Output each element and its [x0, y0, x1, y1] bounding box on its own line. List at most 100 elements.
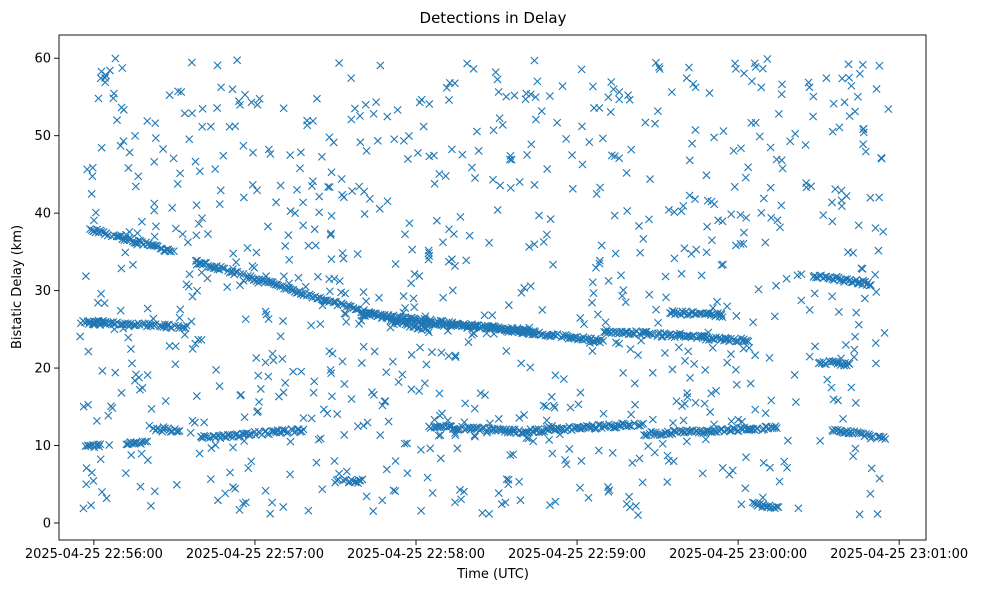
- detection-point: [495, 114, 504, 123]
- detection-point: [866, 193, 875, 202]
- detection-point: [188, 344, 197, 353]
- detection-point: [421, 312, 430, 321]
- detection-point: [670, 208, 679, 217]
- detection-point: [611, 249, 620, 258]
- detection-point: [627, 145, 636, 154]
- detection-point: [419, 122, 428, 131]
- detection-point: [845, 112, 854, 121]
- detection-point: [661, 272, 670, 281]
- detection-point: [576, 388, 585, 397]
- detection-point: [496, 181, 505, 190]
- detection-point: [753, 424, 762, 433]
- detection-point: [711, 333, 720, 342]
- detection-point: [701, 435, 710, 444]
- detection-point: [407, 350, 416, 359]
- detection-point: [347, 394, 356, 403]
- detection-point: [576, 313, 585, 322]
- detection-point: [498, 120, 507, 129]
- detection-point: [717, 261, 726, 270]
- detection-point: [82, 464, 91, 473]
- detection-point: [577, 65, 586, 74]
- detection-point: [136, 482, 145, 491]
- detection-point: [247, 98, 256, 107]
- detection-point: [730, 182, 739, 191]
- detection-point: [309, 117, 317, 126]
- detection-point: [422, 360, 431, 369]
- detection-point: [527, 328, 536, 337]
- detection-point: [595, 256, 604, 265]
- detection-point: [489, 175, 497, 184]
- detection-point: [646, 175, 655, 184]
- detection-point: [239, 499, 248, 508]
- detection-point: [308, 177, 317, 186]
- y-tick-label: 10: [34, 439, 51, 454]
- detection-point: [638, 478, 647, 487]
- detection-point: [159, 145, 168, 154]
- detection-point: [426, 444, 435, 453]
- detection-point: [373, 312, 382, 321]
- detection-point: [641, 118, 650, 127]
- detection-point: [471, 432, 480, 441]
- detection-point: [165, 91, 174, 100]
- detection-point: [443, 416, 452, 425]
- detection-point: [881, 435, 890, 444]
- detection-point: [135, 373, 143, 382]
- detection-point: [430, 415, 439, 424]
- detection-point: [819, 211, 828, 220]
- detection-point: [341, 309, 350, 318]
- detection-point: [177, 88, 186, 97]
- detection-point: [645, 290, 654, 299]
- detection-point: [117, 264, 126, 273]
- detection-point: [415, 387, 424, 396]
- detection-point: [186, 428, 195, 437]
- x-tick-label: 2025-04-25 22:57:00: [186, 547, 324, 562]
- detection-point: [634, 511, 643, 520]
- detection-point: [243, 243, 252, 252]
- detection-point: [119, 137, 128, 146]
- detection-point: [545, 501, 554, 510]
- detection-point: [455, 485, 464, 494]
- detection-point: [716, 309, 725, 318]
- detection-point: [266, 149, 275, 158]
- detection-point: [677, 207, 686, 216]
- detection-point: [459, 487, 468, 496]
- detection-point: [178, 230, 187, 239]
- detection-point: [197, 268, 206, 277]
- detection-point: [697, 271, 706, 280]
- detection-point: [192, 201, 201, 210]
- detection-point: [197, 335, 206, 344]
- detection-point: [494, 414, 503, 423]
- detection-point: [215, 200, 224, 209]
- detection-point: [718, 463, 727, 472]
- detection-point: [133, 240, 142, 249]
- detection-point: [791, 398, 800, 407]
- detection-point: [191, 157, 200, 166]
- detection-point: [746, 379, 755, 388]
- detection-point: [342, 467, 351, 476]
- detection-point: [613, 421, 622, 430]
- detection-point: [174, 87, 183, 96]
- detection-point: [697, 428, 706, 437]
- detection-point: [262, 272, 271, 281]
- detection-point: [325, 275, 334, 284]
- detection-point: [542, 230, 551, 239]
- detection-point: [793, 271, 802, 280]
- detection-point: [490, 322, 498, 331]
- detection-point: [389, 486, 398, 495]
- detection-point: [376, 431, 385, 440]
- detection-point: [849, 452, 858, 461]
- detection-point: [261, 486, 270, 495]
- detection-point: [704, 328, 713, 337]
- detection-point: [841, 340, 850, 349]
- detection-point: [229, 443, 238, 452]
- detection-point: [451, 431, 460, 440]
- detection-point: [850, 345, 859, 354]
- detection-point: [851, 398, 860, 407]
- detection-point: [611, 338, 620, 347]
- detection-point: [742, 213, 751, 222]
- detection-point: [871, 359, 880, 368]
- detection-point: [585, 138, 594, 147]
- detection-point: [777, 201, 786, 210]
- detection-point: [381, 397, 390, 406]
- detection-point: [105, 66, 114, 75]
